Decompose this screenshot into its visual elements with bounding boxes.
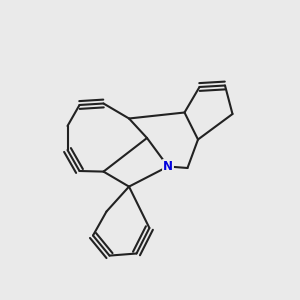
Text: N: N bbox=[163, 160, 173, 173]
